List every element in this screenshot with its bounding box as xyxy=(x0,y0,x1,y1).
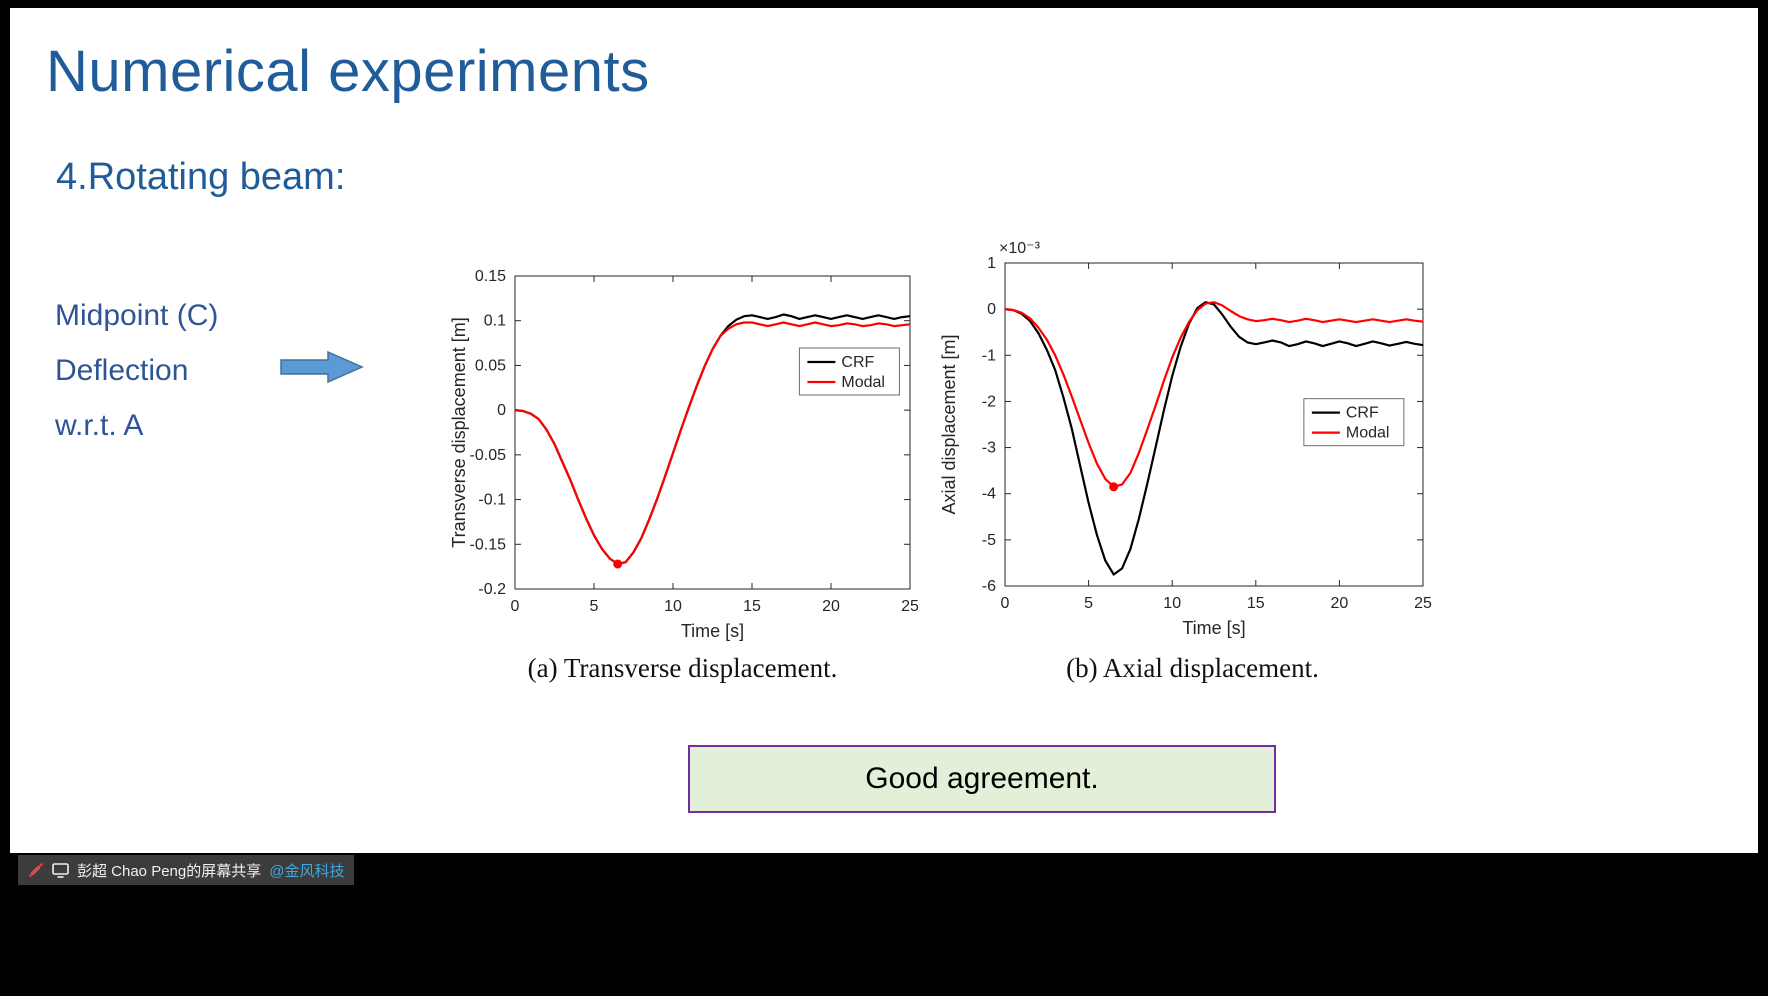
svg-text:-1: -1 xyxy=(982,347,996,364)
good-agreement-box: Good agreement. xyxy=(688,745,1276,813)
svg-text:0: 0 xyxy=(987,301,996,318)
svg-text:-0.1: -0.1 xyxy=(478,492,506,509)
svg-text:CRF: CRF xyxy=(841,354,874,371)
svg-text:-6: -6 xyxy=(982,578,996,595)
chart-axial-displacement: 0 5 10 15 20 25 -6 -5 -4 -3 -2 -1 0 1 Time [s] Axial di… xyxy=(935,236,1450,656)
block-arrow-shape xyxy=(280,350,364,384)
svg-text:×10⁻³: ×10⁻³ xyxy=(999,240,1041,257)
good-agreement-text: Good agreement. xyxy=(865,762,1099,795)
right-arrow-icon xyxy=(280,350,364,384)
svg-text:10: 10 xyxy=(1163,595,1181,612)
share-handle: @金风科技 xyxy=(269,862,345,880)
svg-text:-0.05: -0.05 xyxy=(470,447,507,464)
screen-share-icon xyxy=(52,862,69,878)
caption-axial: (b) Axial displacement. xyxy=(1066,653,1319,683)
svg-text:-5: -5 xyxy=(982,532,996,549)
screen-share-toast: 彭超 Chao Peng的屏幕共享 @金风科技 xyxy=(18,855,355,885)
svg-text:Modal: Modal xyxy=(1346,425,1390,442)
svg-text:-0.15: -0.15 xyxy=(470,536,507,553)
svg-text:0: 0 xyxy=(1001,595,1010,612)
svg-text:0.15: 0.15 xyxy=(475,268,506,285)
svg-text:20: 20 xyxy=(1331,595,1349,612)
svg-text:5: 5 xyxy=(1084,595,1093,612)
section-heading: 4.Rotating beam: xyxy=(56,156,346,198)
chart-transverse-displacement: 0 5 10 15 20 25 -0.2 -0.15 -0.1 -0.05 0 0.05 0.1 0.15… xyxy=(440,263,925,655)
svg-text:-3: -3 xyxy=(982,440,996,457)
svg-text:20: 20 xyxy=(822,598,840,615)
svg-text:Modal: Modal xyxy=(841,374,885,391)
svg-text:25: 25 xyxy=(1414,595,1432,612)
svg-text:CRF: CRF xyxy=(1346,405,1379,422)
page-title: Numerical experiments xyxy=(46,39,650,104)
svg-text:0: 0 xyxy=(497,402,506,419)
caption-transverse: (a) Transverse displacement. xyxy=(527,653,838,683)
svg-text:Transverse displacement [m]: Transverse displacement [m] xyxy=(449,317,469,547)
svg-text:10: 10 xyxy=(664,598,682,615)
label-deflection: Deflection xyxy=(55,354,189,387)
label-midpoint: Midpoint (C) xyxy=(55,299,219,332)
svg-text:5: 5 xyxy=(590,598,599,615)
annotation-labels: Midpoint (C) Deflection w.r.t. A xyxy=(55,288,218,453)
svg-text:0.05: 0.05 xyxy=(475,357,506,374)
svg-text:1: 1 xyxy=(987,255,996,272)
svg-text:-2: -2 xyxy=(982,393,996,410)
svg-text:25: 25 xyxy=(901,598,919,615)
svg-text:-4: -4 xyxy=(982,486,996,503)
svg-text:Time [s]: Time [s] xyxy=(681,621,744,641)
svg-text:0.1: 0.1 xyxy=(484,313,506,330)
presentation-slide: Numerical experiments 4.Rotating beam: M… xyxy=(10,8,1758,853)
svg-text:15: 15 xyxy=(743,598,761,615)
svg-text:Axial displacement [m]: Axial displacement [m] xyxy=(939,334,959,514)
svg-text:Time [s]: Time [s] xyxy=(1182,618,1245,638)
label-wrt-a: w.r.t. A xyxy=(55,409,144,442)
svg-text:0: 0 xyxy=(511,598,520,615)
share-text: 彭超 Chao Peng的屏幕共享 xyxy=(77,862,262,880)
svg-text:-0.2: -0.2 xyxy=(478,581,506,598)
pen-slash-icon xyxy=(28,862,44,878)
svg-text:15: 15 xyxy=(1247,595,1265,612)
